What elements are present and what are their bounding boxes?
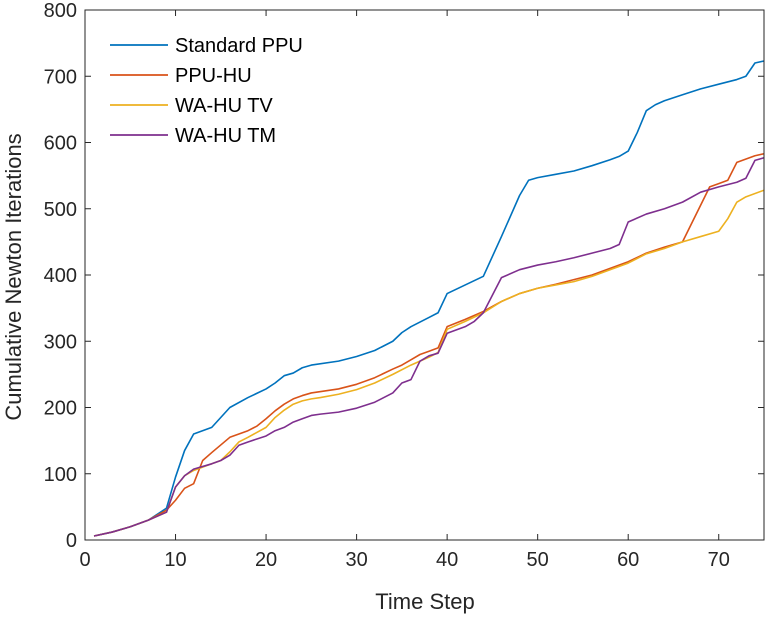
- legend: Standard PPU PPU-HU WA-HU TV WA-HU TM: [110, 35, 303, 147]
- y-tick-label: 100: [44, 464, 77, 486]
- legend-label-4: WA-HU TM: [175, 125, 276, 147]
- x-tick-label: 70: [708, 549, 730, 571]
- series-line-4: [93, 156, 765, 537]
- y-axis-ticks: 0 100 200 300 400 500 600 700 800: [44, 0, 764, 552]
- y-tick-label: 500: [44, 199, 77, 221]
- x-tick-label: 40: [436, 549, 458, 571]
- x-tick-label: 50: [527, 549, 549, 571]
- y-tick-label: 300: [44, 331, 77, 353]
- x-tick-label: 30: [345, 549, 367, 571]
- series-line-1: [93, 60, 765, 537]
- x-tick-label: 0: [79, 549, 90, 571]
- legend-label-1: Standard PPU: [175, 35, 303, 57]
- legend-label-2: PPU-HU: [175, 65, 252, 87]
- y-tick-label: 0: [66, 530, 77, 552]
- legend-label-3: WA-HU TV: [175, 95, 273, 117]
- y-tick-label: 600: [44, 133, 77, 155]
- y-tick-label: 400: [44, 265, 77, 287]
- series-lines: [93, 60, 765, 537]
- y-tick-label: 700: [44, 66, 77, 88]
- y-tick-label: 200: [44, 398, 77, 420]
- x-axis-title: Time Step: [375, 589, 474, 614]
- y-axis-title: Cumulative Newton Iterations: [1, 133, 26, 420]
- y-tick-label: 800: [44, 0, 77, 22]
- x-tick-label: 60: [617, 549, 639, 571]
- x-axis-ticks: 0 10 20 30 40 50 60 70: [79, 10, 730, 571]
- x-tick-label: 20: [255, 549, 277, 571]
- x-tick-label: 10: [164, 549, 186, 571]
